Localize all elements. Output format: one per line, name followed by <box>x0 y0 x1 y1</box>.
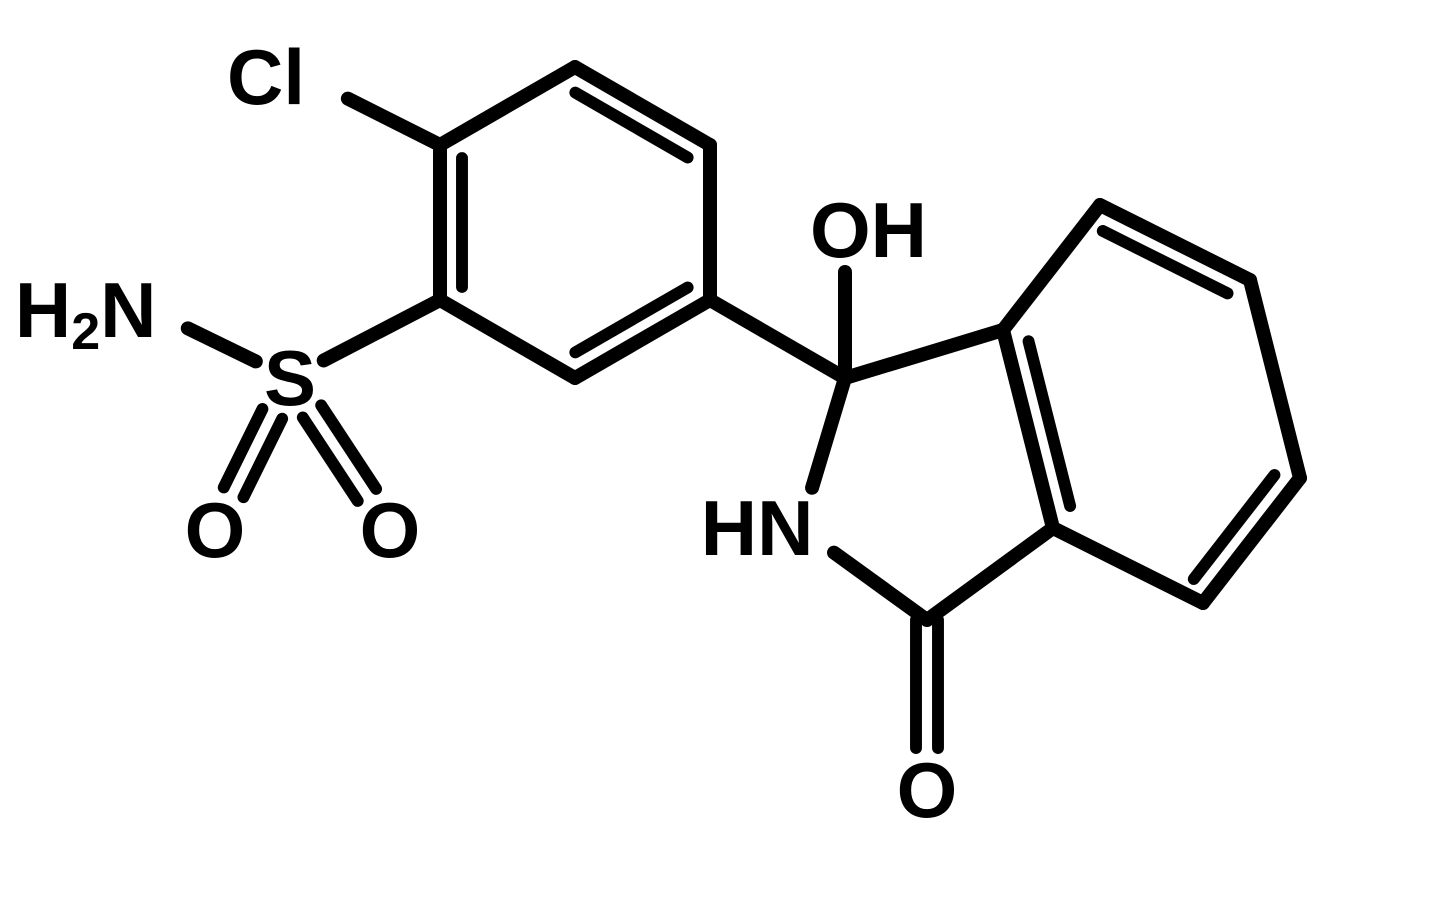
svg-text:OH: OH <box>810 186 927 274</box>
labels-layer: ClSOOH2NOHHNO <box>15 33 957 834</box>
svg-text:O: O <box>360 486 421 574</box>
svg-text:H2N: H2N <box>15 266 157 361</box>
svg-text:O: O <box>185 486 246 574</box>
bonds-layer <box>188 67 1300 748</box>
svg-text:O: O <box>897 746 958 834</box>
chemical-structure-diagram: ClSOOH2NOHHNO <box>0 0 1440 910</box>
svg-text:Cl: Cl <box>227 33 305 121</box>
svg-text:S: S <box>264 334 316 422</box>
svg-text:HN: HN <box>701 484 814 572</box>
